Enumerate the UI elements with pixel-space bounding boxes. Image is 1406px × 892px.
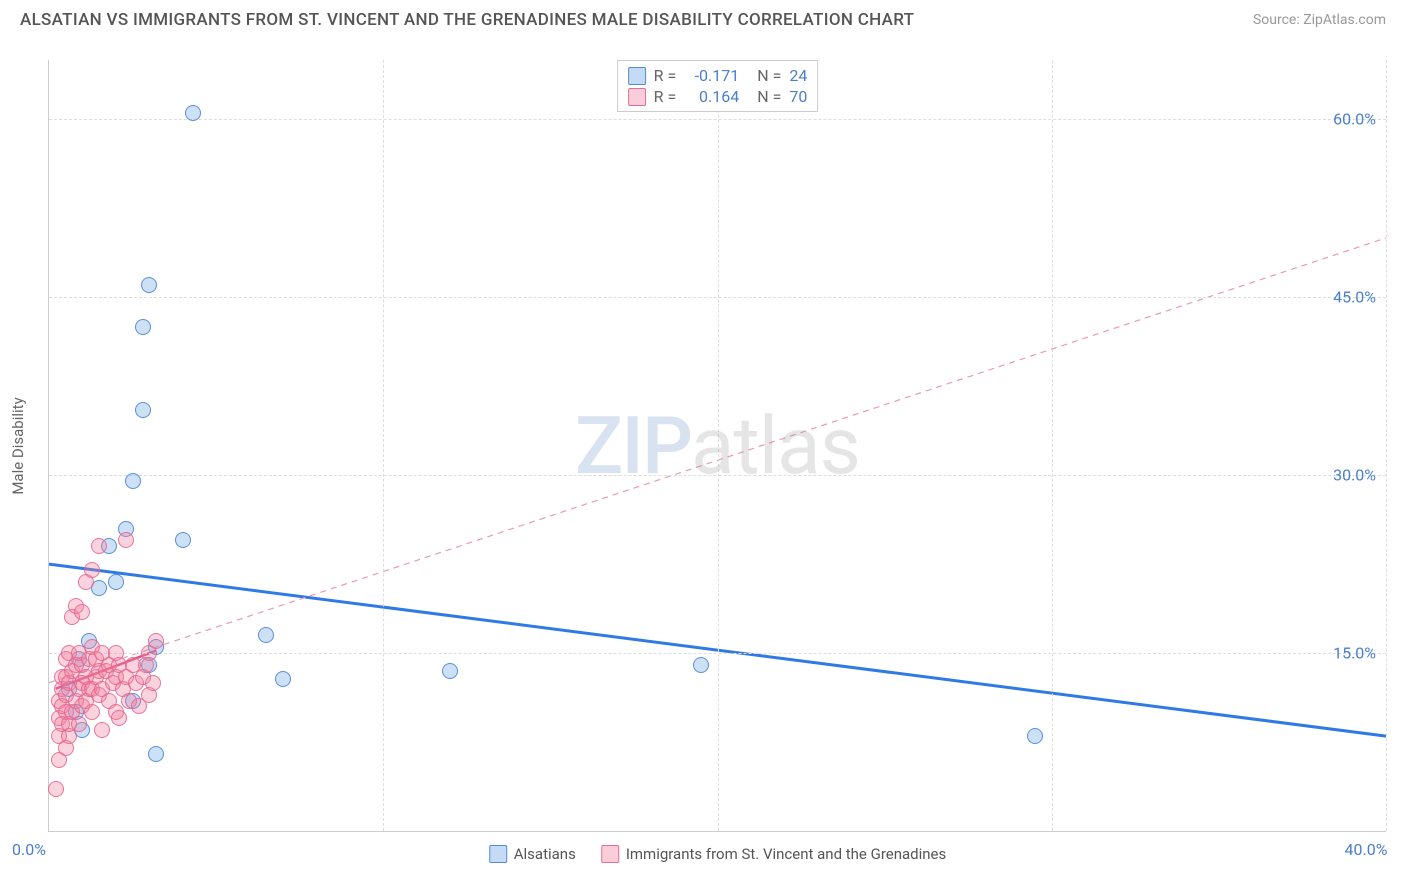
ytick-label: 30.0% xyxy=(1333,466,1376,485)
swatch-pink-icon xyxy=(601,845,619,863)
watermark-part2: atlas xyxy=(691,399,860,493)
legend-row-immigrants: R = 0.164 N = 70 xyxy=(628,86,808,107)
legend-label: Alsatians xyxy=(514,845,576,863)
data-point xyxy=(135,319,151,335)
watermark-part1: ZIP xyxy=(575,399,691,493)
chart-title: ALSATIAN VS IMMIGRANTS FROM ST. VINCENT … xyxy=(20,10,914,30)
data-point xyxy=(148,746,164,762)
data-point xyxy=(1027,728,1043,744)
r-value-blue: -0.171 xyxy=(684,66,739,85)
legend-row-alsatians: R = -0.171 N = 24 xyxy=(628,65,808,86)
data-point xyxy=(275,671,291,687)
data-point xyxy=(125,473,141,489)
data-point xyxy=(141,277,157,293)
gridline-v xyxy=(1052,60,1053,831)
data-point xyxy=(442,663,458,679)
chart-header: ALSATIAN VS IMMIGRANTS FROM ST. VINCENT … xyxy=(0,0,1406,35)
n-value-blue: 24 xyxy=(789,66,807,85)
gridline-v xyxy=(718,60,719,831)
ytick-label: 60.0% xyxy=(1333,110,1376,129)
n-label: N = xyxy=(757,66,781,85)
data-point xyxy=(148,633,164,649)
data-point xyxy=(84,562,100,578)
xtick-label: 40.0% xyxy=(1345,840,1388,859)
chart-plot-area: R = -0.171 N = 24 R = 0.164 N = 70 ZIPat… xyxy=(48,60,1386,832)
gridline-v xyxy=(383,60,384,831)
legend-item-immigrants: Immigrants from St. Vincent and the Gren… xyxy=(601,845,946,863)
swatch-blue-icon xyxy=(628,67,646,85)
data-point xyxy=(185,105,201,121)
chart-source: Source: ZipAtlas.com xyxy=(1253,12,1386,28)
data-point xyxy=(74,604,90,620)
data-point xyxy=(258,627,274,643)
n-value-pink: 70 xyxy=(789,87,807,106)
data-point xyxy=(84,704,100,720)
legend-label: Immigrants from St. Vincent and the Gren… xyxy=(626,845,946,863)
correlation-legend: R = -0.171 N = 24 R = 0.164 N = 70 xyxy=(617,60,819,112)
y-axis-label: Male Disability xyxy=(9,397,27,494)
data-point xyxy=(145,675,161,691)
gridline-v xyxy=(1386,60,1387,831)
data-point xyxy=(48,781,64,797)
data-point xyxy=(71,716,87,732)
ytick-label: 15.0% xyxy=(1333,644,1376,663)
r-label: R = xyxy=(654,66,677,85)
data-point xyxy=(175,532,191,548)
ytick-label: 45.0% xyxy=(1333,288,1376,307)
data-point xyxy=(135,402,151,418)
r-value-pink: 0.164 xyxy=(684,87,739,106)
data-point xyxy=(94,722,110,738)
data-point xyxy=(118,532,134,548)
r-label: R = xyxy=(654,87,677,106)
data-point xyxy=(111,710,127,726)
data-point xyxy=(108,574,124,590)
series-legend: Alsatians Immigrants from St. Vincent an… xyxy=(489,845,947,863)
data-point xyxy=(91,538,107,554)
n-label: N = xyxy=(757,87,781,106)
data-point xyxy=(693,657,709,673)
xtick-label: 0.0% xyxy=(12,840,46,859)
legend-item-alsatians: Alsatians xyxy=(489,845,576,863)
swatch-blue-icon xyxy=(489,845,507,863)
swatch-pink-icon xyxy=(628,88,646,106)
